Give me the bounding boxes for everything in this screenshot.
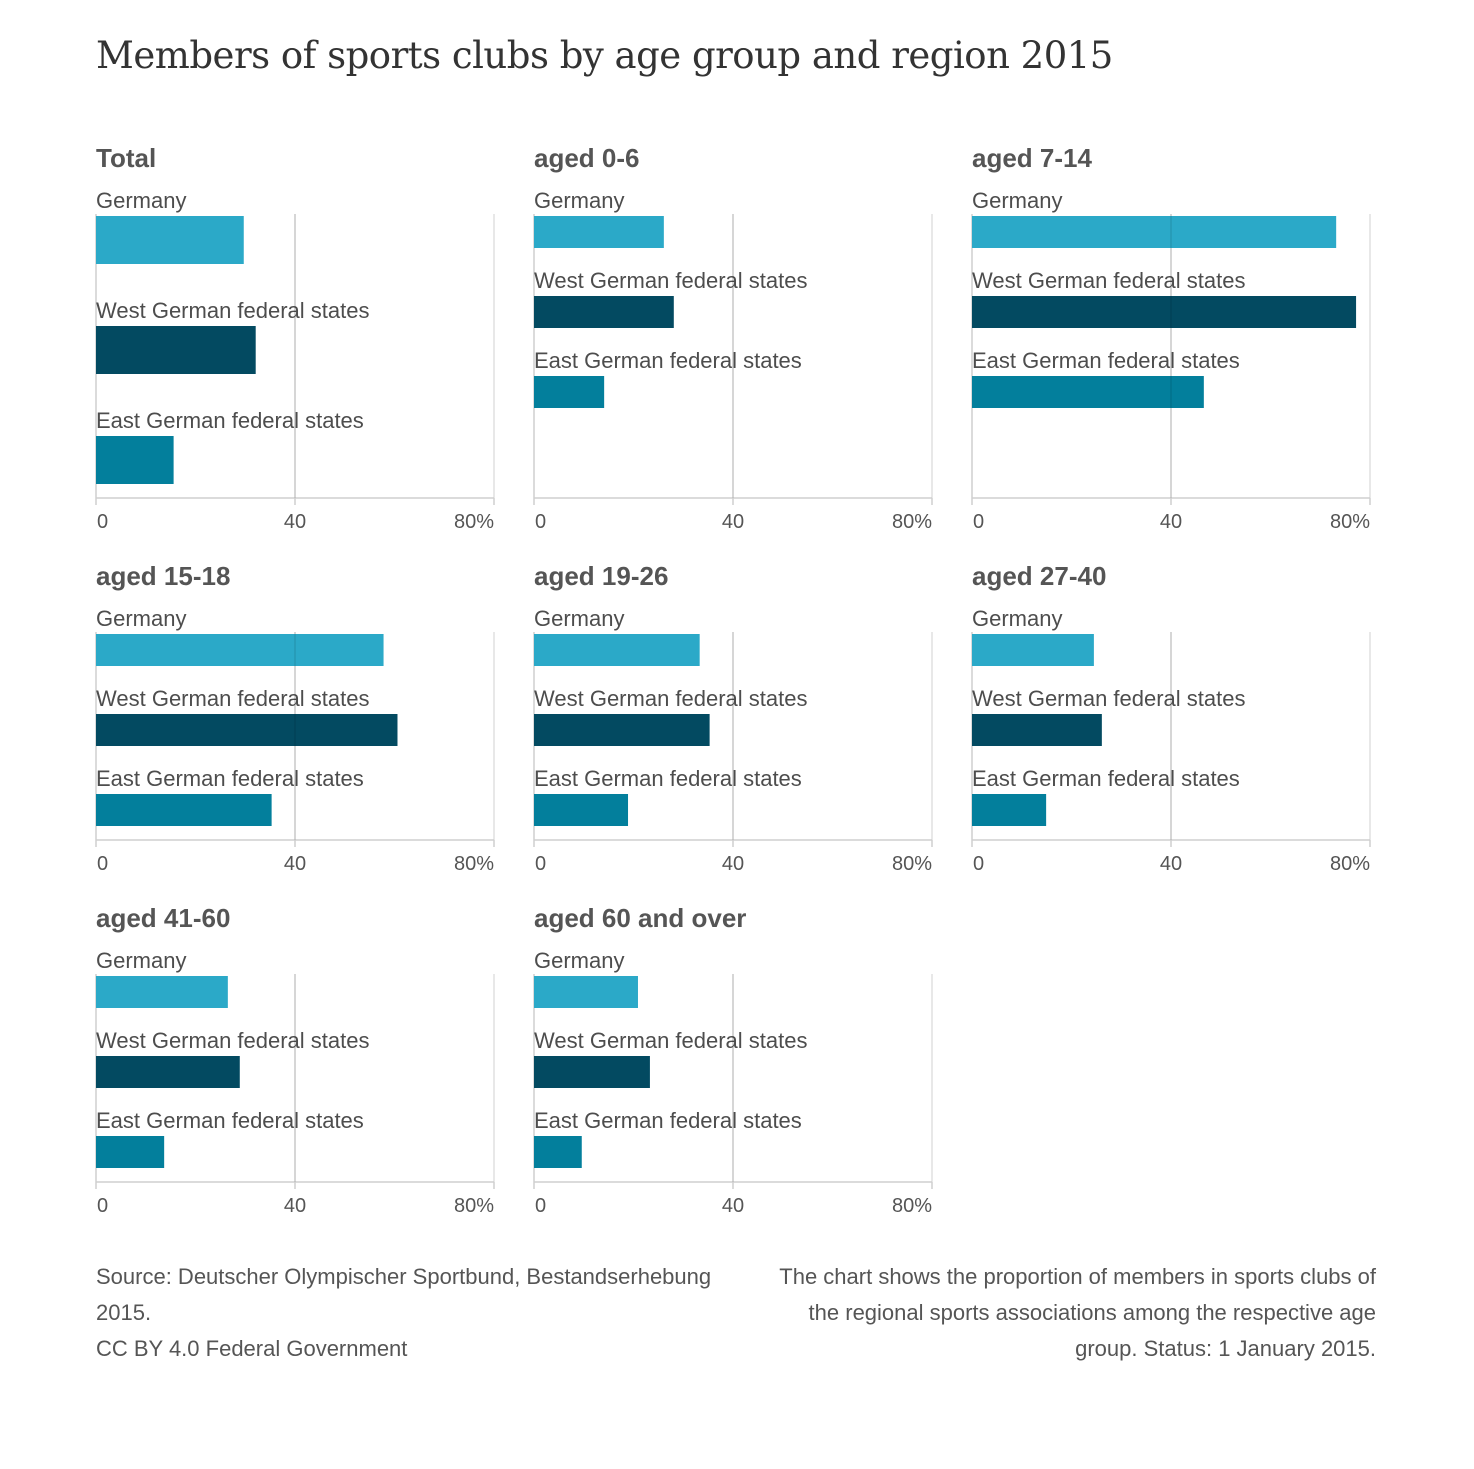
- bar-label: West German federal states: [534, 268, 808, 293]
- bar: [972, 634, 1094, 666]
- panel-aged-27-40: 0 40 80% aged 27-40 Germany West German feder…: [971, 561, 1371, 875]
- bar-label: West German federal states: [96, 1028, 370, 1053]
- tick-label: 40: [284, 853, 306, 875]
- source-text: Source: Deutscher Olympischer Sportbund,…: [96, 1264, 712, 1325]
- bar-label: Germany: [534, 606, 624, 631]
- panel-title: Total: [96, 143, 156, 173]
- bar-label: Germany: [534, 188, 624, 213]
- bar-label: West German federal states: [972, 268, 1246, 293]
- tick-label: 0: [973, 853, 984, 875]
- tick-label: 0: [973, 511, 984, 533]
- bar-label: West German federal states: [534, 686, 808, 711]
- tick-label: 40: [722, 511, 744, 533]
- bar: [534, 376, 605, 408]
- bar-label: East German federal states: [972, 766, 1240, 791]
- bar: [96, 976, 228, 1008]
- panel-aged-0-6: 0 40 80% aged 0-6 Germany West German federal…: [533, 143, 933, 533]
- bar-label: East German federal states: [534, 1108, 802, 1133]
- panel-aged-41-60: 0 40 80% aged 41-60 Germany West German feder…: [95, 903, 495, 1217]
- bar-label: Germany: [96, 948, 186, 973]
- tick-label: 40: [1160, 853, 1182, 875]
- bar: [534, 794, 629, 826]
- bar: [534, 714, 710, 746]
- panel-title: aged 27-40: [972, 561, 1106, 591]
- small-multiples-chart: 0 40 80% Total Germany West German federal st…: [95, 143, 1371, 1217]
- bar-label: East German federal states: [96, 766, 364, 791]
- bar-label: East German federal states: [96, 408, 364, 433]
- bar: [96, 1136, 165, 1168]
- tick-label: 80%: [1330, 511, 1370, 533]
- tick-label: 0: [97, 1195, 108, 1217]
- panel-title: aged 15-18: [96, 561, 230, 591]
- bar: [96, 1056, 240, 1088]
- tick-label: 0: [535, 1195, 546, 1217]
- bar: [96, 634, 384, 666]
- bar: [534, 634, 700, 666]
- tick-label: 40: [722, 1195, 744, 1217]
- tick-label: 80%: [454, 511, 494, 533]
- tick-label: 40: [722, 853, 744, 875]
- bar: [96, 436, 174, 484]
- tick-label: 80%: [892, 853, 932, 875]
- bar: [96, 326, 256, 374]
- bar-label: East German federal states: [96, 1108, 364, 1133]
- panel-aged-15-18: 0 40 80% aged 15-18 Germany West German feder…: [95, 561, 495, 875]
- bar-label: Germany: [972, 188, 1062, 213]
- panel-title: aged 0-6: [534, 143, 640, 173]
- bar-label: West German federal states: [534, 1028, 808, 1053]
- bar: [96, 794, 272, 826]
- panel-title: aged 7-14: [972, 143, 1092, 173]
- panel-total: 0 40 80% Total Germany West German federal st…: [95, 143, 495, 533]
- chart-title: Members of sports clubs by age group and…: [96, 34, 1113, 77]
- tick-label: 0: [97, 511, 108, 533]
- bar: [972, 296, 1357, 328]
- bar: [534, 296, 674, 328]
- bar: [972, 216, 1337, 248]
- panel-title: aged 60 and over: [534, 903, 746, 933]
- panel-title: aged 41-60: [96, 903, 230, 933]
- tick-label: 0: [535, 511, 546, 533]
- bar-label: Germany: [96, 188, 186, 213]
- tick-label: 80%: [892, 511, 932, 533]
- bar-label: Germany: [96, 606, 186, 631]
- bar-label: Germany: [972, 606, 1062, 631]
- bar-label: East German federal states: [534, 766, 802, 791]
- bar: [972, 376, 1204, 408]
- panel-aged-19-26: 0 40 80% aged 19-26 Germany West German feder…: [533, 561, 933, 875]
- bar-label: East German federal states: [972, 348, 1240, 373]
- tick-label: 80%: [454, 853, 494, 875]
- panel-aged-7-14: 0 40 80% aged 7-14 Germany West German federa…: [971, 143, 1371, 533]
- bar: [972, 794, 1047, 826]
- bar-label: West German federal states: [96, 686, 370, 711]
- source-note: Source: Deutscher Olympischer Sportbund,…: [96, 1259, 736, 1367]
- tick-label: 0: [97, 853, 108, 875]
- bar: [96, 714, 398, 746]
- tick-label: 80%: [892, 1195, 932, 1217]
- bar-label: East German federal states: [534, 348, 802, 373]
- bar-label: West German federal states: [96, 298, 370, 323]
- bar: [534, 1056, 650, 1088]
- license-text: CC BY 4.0 Federal Government: [96, 1336, 408, 1361]
- bar-label: Germany: [534, 948, 624, 973]
- bar-label: West German federal states: [972, 686, 1246, 711]
- tick-label: 40: [284, 1195, 306, 1217]
- bar: [534, 216, 664, 248]
- panel-title: aged 19-26: [534, 561, 668, 591]
- tick-label: 40: [1160, 511, 1182, 533]
- chart-description: The chart shows the proportion of member…: [779, 1264, 1376, 1361]
- bar: [96, 216, 244, 264]
- tick-label: 0: [535, 853, 546, 875]
- panel-aged-60-and-over: 0 40 80% aged 60 and over Germany West German…: [533, 903, 933, 1217]
- tick-label: 80%: [454, 1195, 494, 1217]
- tick-label: 80%: [1330, 853, 1370, 875]
- bar: [534, 976, 638, 1008]
- bar: [972, 714, 1102, 746]
- bar: [534, 1136, 582, 1168]
- tick-label: 40: [284, 511, 306, 533]
